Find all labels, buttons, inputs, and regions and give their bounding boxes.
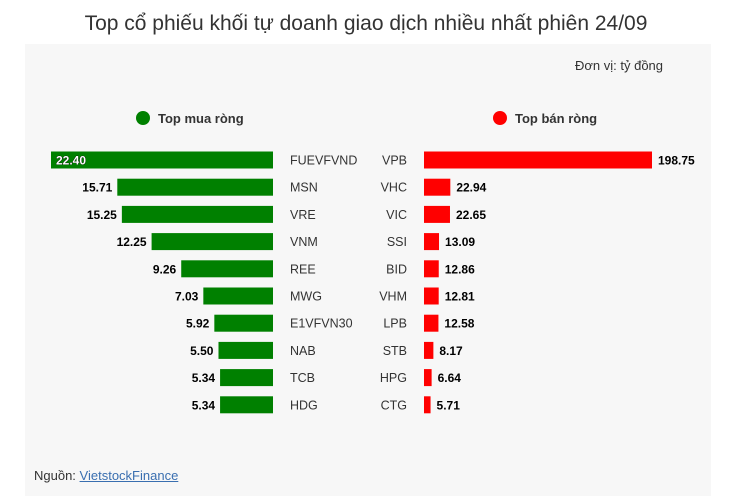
sell-bar [424, 233, 440, 251]
buy-bar [181, 260, 273, 278]
sell-ticker-label: STB [383, 344, 407, 358]
buy-ticker-label: REE [290, 262, 316, 276]
buy-ticker-label: MWG [290, 290, 322, 304]
source: Nguồn: VietstockFinance [34, 468, 178, 483]
sell-value-label: 12.81 [445, 290, 475, 304]
sell-value-label: 13.09 [445, 235, 475, 249]
buy-bar [220, 369, 273, 387]
source-link[interactable]: VietstockFinance [79, 468, 179, 483]
buy-bar [51, 151, 273, 169]
buy-ticker-label: TCB [290, 371, 315, 385]
sell-ticker-label: CTG [381, 398, 407, 412]
sell-ticker-label: VHM [379, 290, 407, 304]
buy-ticker-label: E1VFVN30 [290, 317, 353, 331]
sell-value-label: 6.64 [438, 371, 462, 385]
buy-value-label: 7.03 [175, 290, 199, 304]
sell-bar [424, 314, 439, 332]
buy-ticker-label: VRE [290, 208, 316, 222]
sell-legend-dot-icon [493, 111, 507, 125]
buy-bar [218, 341, 273, 359]
sell-ticker-label: VHC [381, 181, 407, 195]
sell-ticker-label: SSI [387, 235, 407, 249]
buy-bar [151, 233, 273, 251]
buy-value-label: 12.25 [117, 235, 147, 249]
sell-bar [424, 369, 432, 387]
buy-value-label: 15.25 [87, 208, 117, 222]
buy-ticker-label: VNM [290, 235, 318, 249]
legend-sell-label: Top bán ròng [515, 111, 598, 126]
legend-buy-label: Top mua ròng [158, 111, 244, 126]
buy-ticker-label: FUEVFVND [290, 154, 357, 168]
sell-bar [424, 341, 434, 359]
buy-value-label: 15.71 [82, 181, 112, 195]
sell-ticker-label: VIC [386, 208, 407, 222]
buy-value-label: 22.40 [56, 154, 86, 168]
sell-bar [424, 396, 431, 414]
sell-value-label: 12.58 [444, 317, 474, 331]
buy-value-label: 5.92 [186, 317, 210, 331]
sell-bar [424, 178, 451, 196]
sell-bar [424, 287, 439, 305]
sell-value-label: 12.86 [445, 262, 475, 276]
buy-ticker-label: MSN [290, 181, 318, 195]
sell-bar [424, 260, 439, 278]
buy-value-label: 9.26 [153, 262, 177, 276]
buy-bar [214, 314, 273, 332]
buy-bar [117, 178, 274, 196]
sell-ticker-label: HPG [380, 371, 407, 385]
sell-value-label: 198.75 [658, 154, 695, 168]
legend-sell: Top bán ròng [493, 111, 597, 126]
sell-value-label: 8.17 [439, 344, 463, 358]
source-label: Nguồn: [34, 468, 76, 483]
buy-legend-dot-icon [136, 111, 150, 125]
buy-bar [203, 287, 273, 305]
sell-value-label: 22.65 [456, 208, 486, 222]
buy-bar [220, 396, 273, 414]
sell-value-label: 22.94 [456, 181, 486, 195]
buy-value-label: 5.50 [190, 344, 214, 358]
unit-label: Đơn vị: tỷ đồng [575, 58, 664, 73]
sell-bar [424, 205, 450, 223]
buy-ticker-label: HDG [290, 398, 318, 412]
legend-buy: Top mua ròng [136, 111, 244, 126]
buy-value-label: 5.34 [192, 371, 216, 385]
buy-ticker-label: NAB [290, 344, 316, 358]
sell-value-label: 5.71 [437, 398, 461, 412]
chart-title: Top cổ phiếu khối tự doanh giao dịch nhi… [84, 12, 648, 35]
buy-value-label: 5.34 [192, 398, 216, 412]
sell-ticker-label: BID [386, 262, 407, 276]
sell-bar [424, 151, 652, 169]
sell-ticker-label: VPB [382, 154, 407, 168]
buy-bar [121, 205, 274, 223]
sell-ticker-label: LPB [383, 317, 407, 331]
